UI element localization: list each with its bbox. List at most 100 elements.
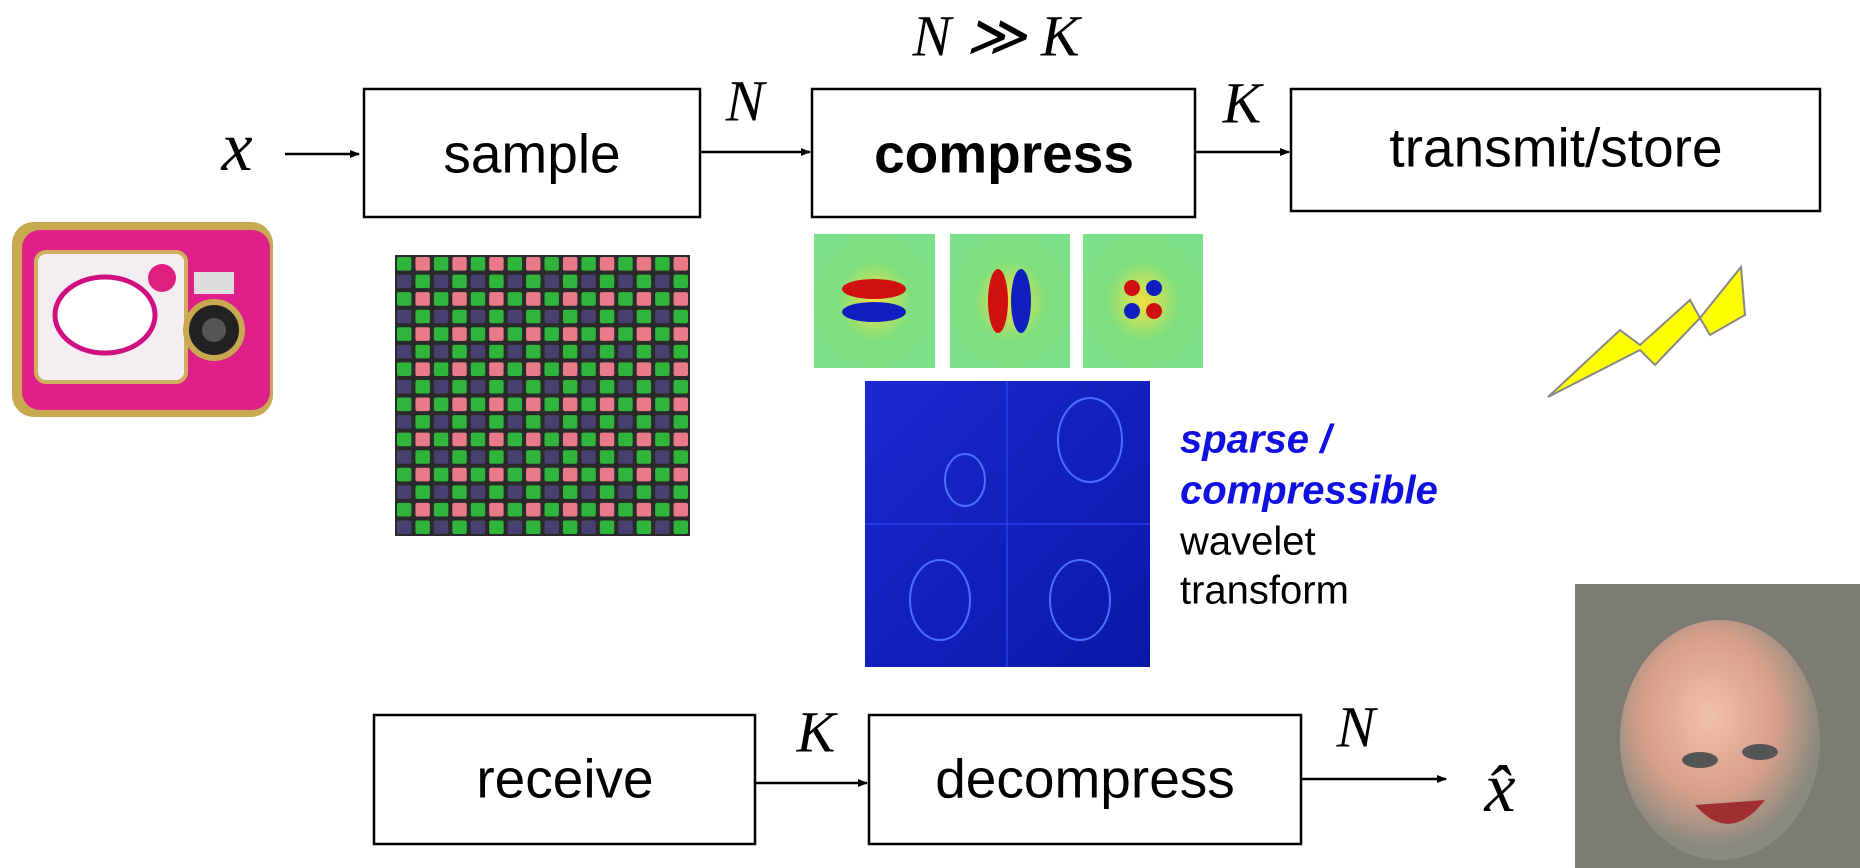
sensor-cell bbox=[415, 485, 429, 499]
sensor-cell bbox=[471, 433, 485, 447]
sensor-cell bbox=[637, 485, 651, 499]
sensor-cell bbox=[563, 345, 577, 359]
sensor-cell bbox=[397, 345, 411, 359]
sensor-cell bbox=[471, 380, 485, 394]
sensor-cell bbox=[655, 380, 669, 394]
sensor-cell bbox=[637, 345, 651, 359]
diagram: N ≫ K x sample N compress K transmit/sto… bbox=[0, 0, 1860, 868]
annotation-text: transform bbox=[1180, 569, 1349, 613]
node-label: decompress bbox=[935, 748, 1235, 810]
sensor-cell bbox=[545, 380, 559, 394]
sensor-cell bbox=[452, 310, 466, 324]
sensor-cell bbox=[655, 310, 669, 324]
sensor-cell bbox=[526, 310, 540, 324]
wavelet-basis-images bbox=[814, 234, 1203, 368]
sensor-cell bbox=[526, 450, 540, 464]
sensor-cell bbox=[489, 380, 503, 394]
sensor-cell bbox=[637, 415, 651, 429]
sensor-cell bbox=[452, 362, 466, 376]
sensor-cell bbox=[618, 345, 632, 359]
sensor-cell bbox=[452, 345, 466, 359]
sensor-cell bbox=[618, 520, 632, 534]
sensor-cell bbox=[526, 327, 540, 341]
sensor-cell bbox=[434, 275, 448, 289]
sensor-cell bbox=[637, 275, 651, 289]
sensor-cell bbox=[600, 415, 614, 429]
sensor-cell bbox=[581, 257, 595, 271]
sensor-cell bbox=[545, 468, 559, 482]
sensor-cell bbox=[434, 520, 448, 534]
sensor-cell bbox=[674, 380, 688, 394]
sensor-cell bbox=[600, 345, 614, 359]
sensor-cell bbox=[489, 450, 503, 464]
sensor-cell bbox=[452, 327, 466, 341]
sensor-cell bbox=[526, 415, 540, 429]
sensor-cell bbox=[637, 292, 651, 306]
sensor-cell bbox=[600, 310, 614, 324]
sensor-cell bbox=[545, 485, 559, 499]
sensor-cell bbox=[545, 327, 559, 341]
sensor-cell bbox=[489, 275, 503, 289]
sensor-cell bbox=[674, 485, 688, 499]
sensor-cell bbox=[674, 468, 688, 482]
sensor-cell bbox=[674, 450, 688, 464]
sensor-cell bbox=[471, 362, 485, 376]
sensor-cell bbox=[581, 345, 595, 359]
sensor-cell bbox=[545, 398, 559, 412]
sensor-cell bbox=[397, 398, 411, 412]
sensor-cell bbox=[655, 292, 669, 306]
sensor-cell bbox=[674, 362, 688, 376]
sensor-cell bbox=[526, 433, 540, 447]
camera-image bbox=[12, 222, 273, 417]
sensor-cell bbox=[471, 257, 485, 271]
sensor-cell bbox=[452, 468, 466, 482]
lightning-icon bbox=[1548, 267, 1745, 397]
sensor-cell bbox=[655, 362, 669, 376]
annotation-emphasis: sparse / bbox=[1180, 418, 1335, 462]
sensor-cell bbox=[581, 468, 595, 482]
sensor-cell bbox=[508, 275, 522, 289]
sensor-cell bbox=[489, 345, 503, 359]
sensor-cell bbox=[581, 503, 595, 517]
sensor-cell bbox=[563, 520, 577, 534]
sensor-cell bbox=[545, 520, 559, 534]
sensor-cell bbox=[489, 415, 503, 429]
sensor-cell bbox=[581, 327, 595, 341]
sensor-cell bbox=[600, 362, 614, 376]
sensor-cell bbox=[526, 520, 540, 534]
sensor-cell bbox=[397, 485, 411, 499]
sensor-cell bbox=[489, 292, 503, 306]
sensor-cell bbox=[581, 520, 595, 534]
sensor-cell bbox=[415, 380, 429, 394]
sensor-cell bbox=[526, 345, 540, 359]
sensor-cell bbox=[600, 468, 614, 482]
sensor-cell bbox=[618, 450, 632, 464]
sensor-cell bbox=[397, 450, 411, 464]
sensor-cell bbox=[637, 450, 651, 464]
sensor-cell bbox=[415, 468, 429, 482]
edge-label: K bbox=[796, 699, 839, 764]
sensor-cell bbox=[526, 380, 540, 394]
sensor-cell bbox=[508, 433, 522, 447]
relation-label: N ≫ K bbox=[911, 3, 1082, 68]
sensor-cell bbox=[563, 415, 577, 429]
sensor-cell bbox=[637, 520, 651, 534]
sensor-cell bbox=[674, 327, 688, 341]
sensor-cell bbox=[545, 292, 559, 306]
sensor-cell bbox=[471, 292, 485, 306]
sensor-cell bbox=[545, 310, 559, 324]
sensor-cell bbox=[471, 468, 485, 482]
sensor-cell bbox=[526, 362, 540, 376]
sensor-cell bbox=[655, 433, 669, 447]
sensor-cell bbox=[563, 275, 577, 289]
edge-label: K bbox=[1222, 70, 1265, 135]
sensor-cell bbox=[508, 485, 522, 499]
sensor-cell bbox=[581, 275, 595, 289]
sensor-cell bbox=[434, 345, 448, 359]
sensor-cell bbox=[397, 380, 411, 394]
edge-label: N bbox=[1336, 694, 1379, 759]
sensor-cell bbox=[489, 257, 503, 271]
sensor-cell bbox=[655, 275, 669, 289]
node-label: receive bbox=[476, 748, 653, 810]
sensor-cell bbox=[581, 450, 595, 464]
